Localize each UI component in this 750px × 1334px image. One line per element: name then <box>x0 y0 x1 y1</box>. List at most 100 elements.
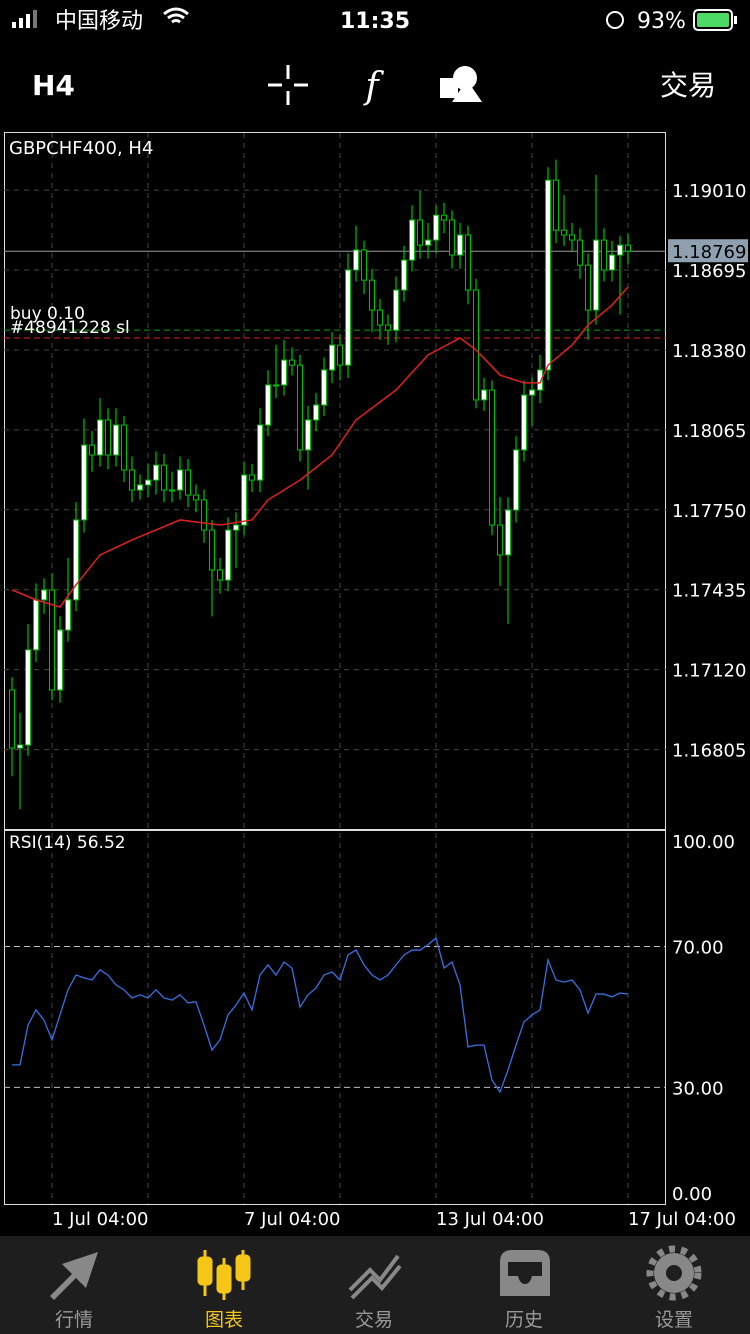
tab-label[interactable]: 历史 <box>505 1309 543 1331</box>
main-pane-frame <box>4 132 666 830</box>
settings-icon <box>646 1245 702 1301</box>
candle-body <box>417 219 423 246</box>
lock-icon <box>606 11 624 29</box>
candle-body <box>57 629 63 691</box>
order-label: #48941228 sl <box>10 318 130 338</box>
candle-body <box>561 229 567 236</box>
history-icon <box>500 1250 550 1296</box>
tab-label[interactable]: 图表 <box>205 1309 243 1331</box>
candle-body <box>281 359 287 386</box>
x-tick-label: 17 Jul 04:00 <box>628 1209 736 1230</box>
y-tick-label: 0.00 <box>672 1184 712 1205</box>
x-tick-label: 7 Jul 04:00 <box>244 1209 341 1230</box>
candle-body <box>497 524 503 556</box>
y-tick-label: 1.19010 <box>672 181 746 202</box>
candle-body <box>193 494 199 501</box>
candle-body <box>609 254 615 271</box>
x-tick-label: 13 Jul 04:00 <box>436 1209 544 1230</box>
candle-body <box>305 419 311 451</box>
y-tick-label: 1.18065 <box>672 421 746 442</box>
clock: 11:35 <box>340 9 410 34</box>
candle-body <box>81 444 87 521</box>
candle-body <box>41 589 47 601</box>
candle-body <box>273 384 279 387</box>
crosshair-button[interactable] <box>268 65 308 105</box>
candle-body <box>537 369 543 391</box>
candle-body <box>521 394 527 451</box>
candle-body <box>353 249 359 271</box>
candle-body <box>313 404 319 421</box>
y-tick-label: 30.00 <box>672 1078 724 1099</box>
y-tick-label: 1.17120 <box>672 661 746 682</box>
candle-body <box>585 264 591 311</box>
order-label: buy 0.10 <box>10 304 85 324</box>
candle-body <box>433 214 439 241</box>
candle-body <box>345 269 351 366</box>
objects-button[interactable] <box>440 66 482 102</box>
candle-body <box>265 384 271 426</box>
candle-body <box>89 444 95 456</box>
timeframe-button[interactable]: H4 <box>32 69 75 102</box>
candle-body <box>249 474 255 481</box>
candle-body <box>321 369 327 406</box>
chart-title: GBPCHF400, H4 <box>9 138 153 159</box>
candle-body <box>225 529 231 581</box>
trade-button[interactable]: 交易 <box>660 69 716 102</box>
candle-body <box>545 179 551 371</box>
candle-body <box>73 519 79 601</box>
candle-body <box>393 289 399 331</box>
candle-body <box>601 239 607 271</box>
carrier: 中国移动 <box>55 9 143 34</box>
candle-body <box>337 344 343 366</box>
candle-body <box>25 649 31 746</box>
candle-body <box>169 489 175 492</box>
x-tick-label: 1 Jul 04:00 <box>52 1209 149 1230</box>
candle-body <box>137 484 143 491</box>
candle-body <box>97 419 103 456</box>
candle-body <box>593 239 599 311</box>
candle-body <box>145 479 151 486</box>
candle-body <box>553 179 559 231</box>
y-tick-label: 70.00 <box>672 938 724 959</box>
y-tick-label: 1.17750 <box>672 501 746 522</box>
candle-body <box>129 469 135 491</box>
candle-body <box>577 239 583 266</box>
candle-body <box>257 424 263 481</box>
candle-body <box>329 344 335 371</box>
candle-body <box>409 219 415 261</box>
y-tick-label: 1.18380 <box>672 341 746 362</box>
candle-body <box>505 509 511 556</box>
indicator-title: RSI(14) 56.52 <box>9 833 126 853</box>
candle-body <box>513 449 519 511</box>
chart-icon <box>197 1250 251 1300</box>
rsi-line <box>12 936 629 1094</box>
candle-body <box>473 289 479 401</box>
battery-icon <box>693 9 737 31</box>
indicators-button[interactable]: f <box>362 66 384 107</box>
candle-body <box>65 599 71 631</box>
candle-body <box>233 524 239 531</box>
quotes-icon <box>50 1252 98 1300</box>
candle-body <box>457 234 463 256</box>
candle-body <box>241 474 247 526</box>
candle-body <box>465 234 471 291</box>
tab-label[interactable]: 交易 <box>355 1309 393 1331</box>
candle-body <box>161 464 167 491</box>
candle-body <box>481 389 487 401</box>
battery-percent: 93% <box>637 9 686 34</box>
candle-body <box>209 529 215 571</box>
candle-body <box>449 219 455 256</box>
y-tick-label: 1.17435 <box>672 581 746 602</box>
candle-body <box>289 359 295 366</box>
candle-body <box>9 689 15 749</box>
candle-body <box>425 239 431 246</box>
candle-body <box>185 469 191 496</box>
rsi-pane-frame <box>4 830 666 1205</box>
tab-label[interactable]: 设置 <box>655 1309 693 1331</box>
tab-label[interactable]: 行情 <box>55 1309 93 1331</box>
candle-body <box>401 259 407 291</box>
y-tick-label: 1.18695 <box>672 261 746 282</box>
candle-body <box>441 214 447 221</box>
